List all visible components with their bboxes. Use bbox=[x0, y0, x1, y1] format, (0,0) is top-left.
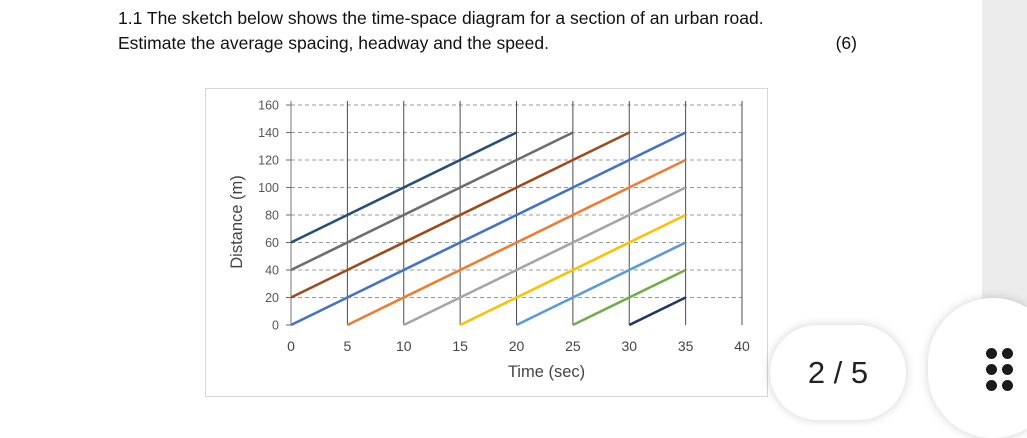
x-tick-label: 40 bbox=[734, 338, 750, 354]
x-tick-label: 5 bbox=[343, 338, 351, 354]
y-tick-label: 160 bbox=[258, 99, 279, 113]
question-marks: (6) bbox=[835, 33, 857, 53]
y-tick-label: 0 bbox=[272, 319, 279, 333]
chart-svg: 0 20 40 60 80 100 120 140 160 0 5 10 15 20 25 30 35 40 Tim… bbox=[228, 99, 750, 382]
y-axis-label: Distance (m) bbox=[228, 175, 246, 269]
y-tick-label: 140 bbox=[258, 126, 279, 140]
x-tick-label: 10 bbox=[396, 338, 412, 354]
vehicle-trajectory-line bbox=[628, 296, 687, 327]
y-tick-label: 20 bbox=[265, 291, 279, 305]
vehicle-trajectory-line bbox=[290, 131, 687, 327]
page-indicator[interactable]: 2 / 5 bbox=[770, 325, 906, 420]
y-tick-label: 120 bbox=[258, 154, 279, 168]
x-tick-label: 20 bbox=[509, 338, 525, 354]
question-line-1: 1.1 The sketch below shows the time-spac… bbox=[118, 8, 764, 28]
vehicle-trajectory-line bbox=[346, 158, 687, 327]
more-options-button[interactable] bbox=[928, 298, 1027, 438]
vehicle-trajectory-line bbox=[290, 131, 630, 299]
y-tick-label: 60 bbox=[265, 236, 279, 250]
vehicle-trajectory-line bbox=[572, 268, 687, 327]
vehicle-trajectory-line bbox=[459, 213, 687, 327]
vehicle-trajectory-line bbox=[290, 131, 518, 244]
x-tick-label: 35 bbox=[678, 338, 694, 354]
x-tick-label: 30 bbox=[621, 338, 637, 354]
y-tick-label: 80 bbox=[265, 209, 279, 223]
x-axis-label: Time (sec) bbox=[508, 363, 585, 381]
x-tick-label: 15 bbox=[452, 338, 468, 354]
vehicle-trajectory-line bbox=[403, 186, 687, 327]
vehicle-trajectory-line bbox=[290, 131, 574, 272]
vehicle-trajectory-line bbox=[515, 241, 687, 327]
y-tick-label: 40 bbox=[265, 264, 279, 278]
y-tick-label: 100 bbox=[258, 181, 279, 195]
question-text: 1.1 The sketch below shows the time-spac… bbox=[118, 6, 863, 56]
question-line-2: Estimate the average spacing, headway an… bbox=[118, 33, 549, 53]
page-number: 2 / 5 bbox=[807, 354, 869, 390]
x-tick-label: 25 bbox=[565, 338, 581, 354]
x-tick-label: 0 bbox=[287, 338, 295, 354]
time-space-diagram: 0 20 40 60 80 100 120 140 160 0 5 10 15 20 25 30 35 40 Tim… bbox=[205, 88, 768, 397]
